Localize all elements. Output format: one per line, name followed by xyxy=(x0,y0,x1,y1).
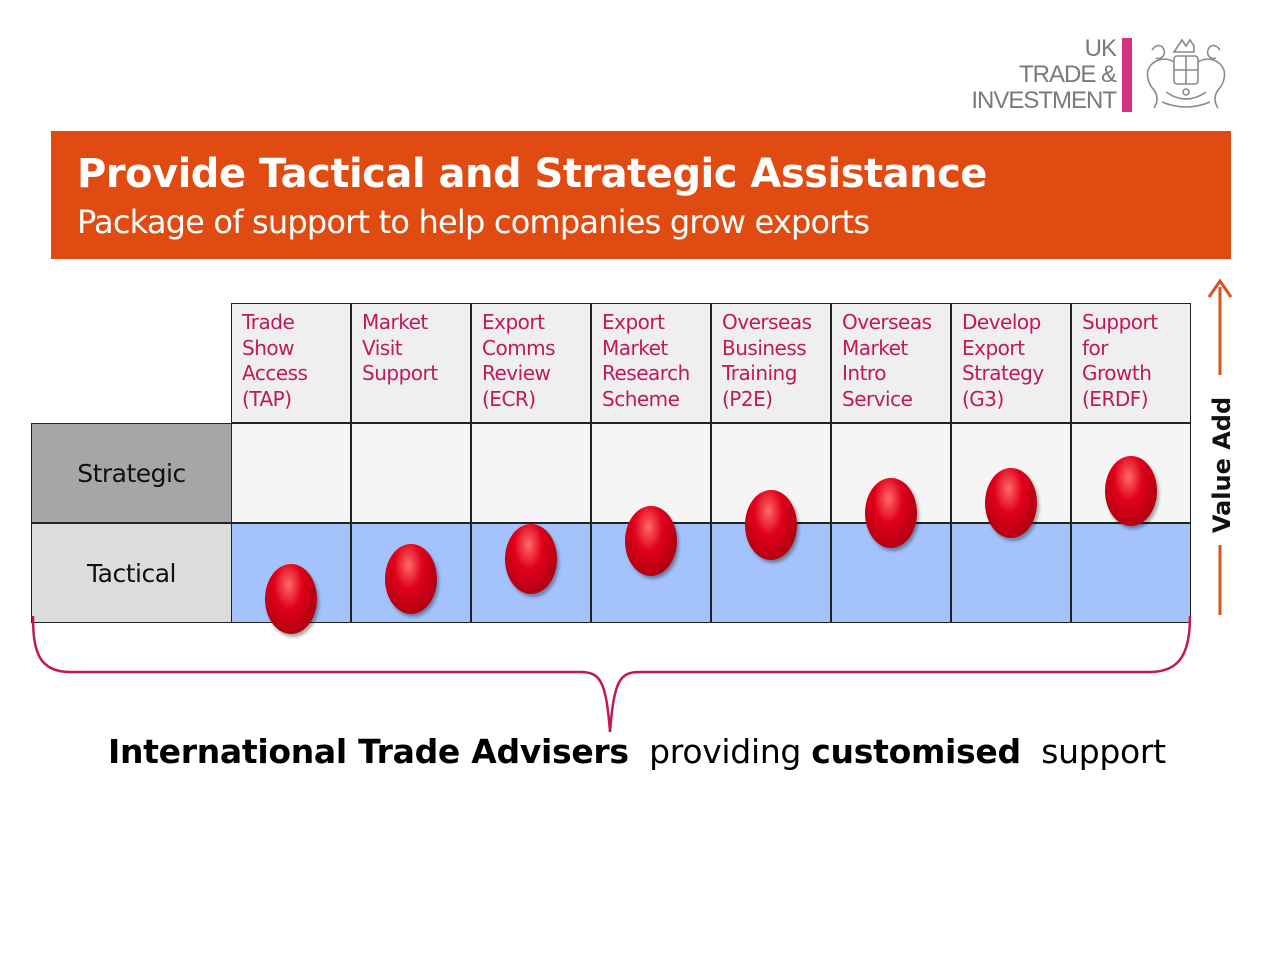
column-header-line: Overseas xyxy=(842,310,932,334)
column-header-line: Training xyxy=(722,361,797,385)
column-header-line: (TAP) xyxy=(242,386,292,411)
logo-wordmark: UK TRADE & INVESTMENT xyxy=(971,35,1117,114)
row-label-tactical: Tactical xyxy=(31,523,232,623)
footer-part-advisers: International Trade Advisers xyxy=(108,732,629,771)
logo-line-investment: INVESTMENT xyxy=(971,87,1117,114)
column-header-line: Scheme xyxy=(602,386,680,411)
column-header: Develop Export Strategy (G3) xyxy=(951,303,1071,423)
banner-title: Provide Tactical and Strategic Assistanc… xyxy=(77,151,987,197)
column-header-label: Market Visit Support xyxy=(362,310,438,387)
value-dot xyxy=(745,490,797,560)
column-header-line: Export xyxy=(482,310,545,334)
row-label-strategic: Strategic xyxy=(31,423,232,523)
column-header-line: (ERDF) xyxy=(1082,386,1149,411)
column-header-line: (ECR) xyxy=(482,386,536,411)
footer-part-support: support xyxy=(1041,732,1166,771)
title-banner: Provide Tactical and Strategic Assistanc… xyxy=(51,131,1231,259)
column-header-line: Strategy xyxy=(962,361,1044,385)
column-header: Support for Growth (ERDF) xyxy=(1071,303,1191,423)
strategic-cell xyxy=(471,423,591,523)
column-header-line: Export xyxy=(962,335,1025,360)
column-header-line: Market xyxy=(842,335,908,360)
column-header: Export Market Research Scheme xyxy=(591,303,711,423)
footer-caption: International Trade Advisers providing c… xyxy=(108,732,1166,771)
column-header: Overseas Business Training (P2E) xyxy=(711,303,831,423)
logo-line-trade: TRADE & xyxy=(1018,61,1117,88)
banner-subtitle: Package of support to help companies gro… xyxy=(77,203,870,241)
column-header-line: Overseas xyxy=(722,310,812,334)
value-dot xyxy=(265,564,317,634)
value-dot xyxy=(505,524,557,594)
column-header-line: Visit xyxy=(362,335,403,360)
column-header-label: Overseas Business Training (P2E) xyxy=(722,310,812,412)
column-header-line: Trade xyxy=(242,310,295,334)
logo-line-uk: UK xyxy=(1084,35,1117,62)
column-header-line: Service xyxy=(842,386,913,411)
bottom-brace xyxy=(31,615,1192,733)
column-header-label: Develop Export Strategy (G3) xyxy=(962,310,1044,412)
value-dot xyxy=(865,478,917,548)
footer-part-providing: providing xyxy=(649,732,802,771)
column-header-line: (P2E) xyxy=(722,386,773,411)
column-header-label: Export Comms Review (ECR) xyxy=(482,310,556,412)
column-header-label: Export Market Research Scheme xyxy=(602,310,690,412)
column-header: Trade Show Access (TAP) xyxy=(231,303,351,423)
column-header-line: Access xyxy=(242,361,308,385)
value-dot xyxy=(1105,456,1157,526)
column-header-label: Support for Growth (ERDF) xyxy=(1082,310,1158,412)
column-header-line: Support xyxy=(362,361,438,385)
column-header-line: Export xyxy=(602,310,665,334)
tactical-cell xyxy=(1071,523,1191,623)
strategic-cell xyxy=(351,423,471,523)
value-add-arrow xyxy=(1207,278,1233,615)
column-header-line: Growth xyxy=(1082,361,1152,385)
value-dot xyxy=(625,506,677,576)
column-header-line: Business xyxy=(722,335,807,360)
column-header-line: Support xyxy=(1082,310,1158,334)
column-header-line: Review xyxy=(482,361,551,385)
value-add-label-wrap: Value Add xyxy=(1200,390,1244,540)
column-header-line: Intro xyxy=(842,361,886,385)
column-header-line: Comms xyxy=(482,335,556,360)
column-header-label: Trade Show Access (TAP) xyxy=(242,310,308,412)
value-dot xyxy=(385,544,437,614)
strategic-cell xyxy=(231,423,351,523)
column-header-line: Show xyxy=(242,335,294,360)
value-add-label: Value Add xyxy=(1208,396,1236,534)
column-header-line: Develop xyxy=(962,310,1041,334)
column-header-line: Market xyxy=(362,310,428,334)
footer-part-customised: customised xyxy=(811,732,1021,771)
royal-crest-icon xyxy=(1146,38,1226,109)
logo-accent-bar xyxy=(1122,38,1132,112)
column-header: Export Comms Review (ECR) xyxy=(471,303,591,423)
column-header-line: Market xyxy=(602,335,668,360)
column-header-line: for xyxy=(1082,335,1108,360)
column-header-line: Research xyxy=(602,361,690,385)
column-header: Overseas Market Intro Service xyxy=(831,303,951,423)
column-header: Market Visit Support xyxy=(351,303,471,423)
value-dot xyxy=(985,468,1037,538)
uk-trade-investment-logo: UK TRADE & INVESTMENT xyxy=(960,36,1240,116)
column-header-line: (G3) xyxy=(962,386,1004,411)
column-header-label: Overseas Market Intro Service xyxy=(842,310,932,412)
